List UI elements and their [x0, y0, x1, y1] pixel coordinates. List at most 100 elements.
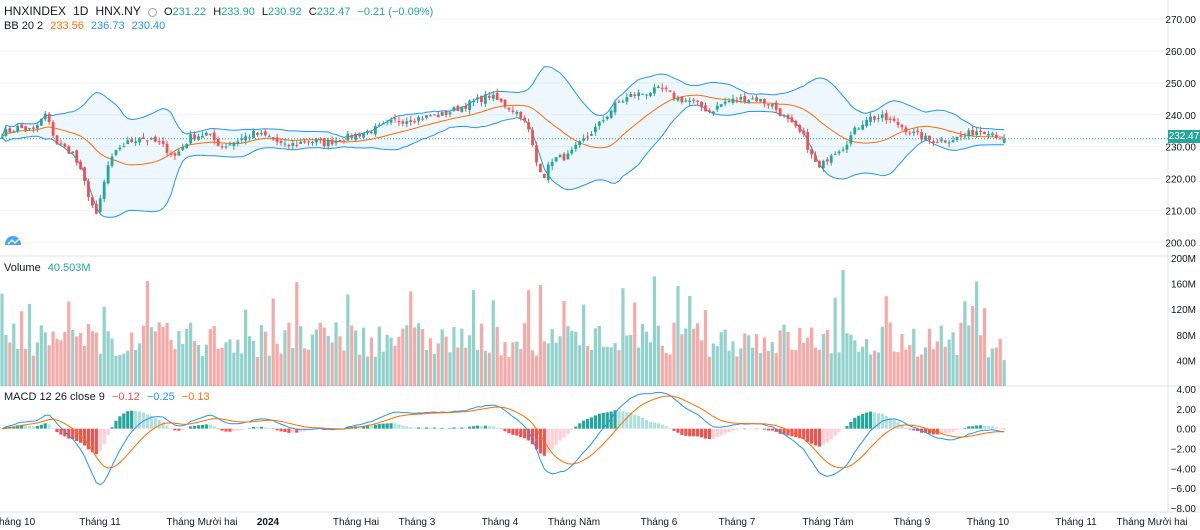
candle: [554, 156, 558, 163]
candle: [979, 126, 982, 136]
candle: [181, 143, 185, 152]
candle: [385, 119, 389, 126]
bb-legend[interactable]: BB 20 2 233.56 236.73 230.40: [4, 20, 169, 32]
volume-bar: [361, 327, 366, 386]
volume-bar: [169, 339, 173, 386]
macd-histogram-bar: [570, 428, 574, 431]
time-tick-label: Tháng 11: [1055, 517, 1097, 528]
volume-bar: [4, 335, 8, 386]
macd-histogram-bar: [648, 421, 653, 429]
volume-bar: [8, 342, 12, 386]
macd-histogram-bar: [668, 427, 672, 429]
macd-histogram-bar: [122, 413, 126, 429]
price-tick-label: 240.00: [1165, 111, 1196, 122]
volume-tick-label: 160M: [1171, 280, 1196, 291]
volume-bar: [931, 349, 936, 386]
candle: [990, 131, 994, 138]
volume-bar: [743, 333, 747, 386]
open-label: O: [163, 6, 173, 18]
candle: [432, 114, 436, 116]
volume-bar: [189, 322, 193, 386]
volume-bar: [515, 341, 519, 386]
macd-histogram-bar: [637, 415, 641, 429]
macd-histogram-bar: [444, 428, 448, 429]
symbol-legend[interactable]: HNXINDEX 1D HNX.NY O231.22 H233.90 L230.…: [4, 4, 437, 18]
macd-histogram-bar: [719, 428, 723, 436]
macd-histogram-bar: [436, 428, 440, 429]
candle: [896, 117, 900, 129]
macd-histogram-bar: [157, 419, 161, 429]
volume-bar: [94, 332, 98, 386]
volume-tick-label: 120M: [1171, 305, 1196, 316]
tradingview-logo-icon[interactable]: [4, 232, 22, 246]
volume-bar: [739, 348, 743, 386]
volume-bar: [715, 346, 719, 386]
volume-bar: [377, 326, 381, 386]
volume-bar: [185, 328, 189, 386]
macd-histogram-bar: [468, 426, 472, 429]
macd-histogram-bar: [259, 426, 263, 429]
macd-tick-label: −2.00: [1171, 445, 1197, 456]
symbol-name[interactable]: HNXINDEX: [4, 4, 67, 18]
macd-histogram-bar: [487, 426, 491, 429]
candle: [55, 134, 59, 145]
candle: [920, 128, 924, 143]
candle: [275, 133, 279, 146]
volume-bar: [986, 357, 991, 386]
macd-histogram-bar: [707, 428, 711, 440]
macd-histogram-bar: [216, 428, 220, 430]
close-value: 232.47: [316, 6, 351, 18]
macd-histogram-bar: [373, 424, 377, 429]
volume-legend[interactable]: Volume 40.503M: [4, 262, 95, 274]
macd-legend[interactable]: MACD 12 26 close 9 −0.12 −0.25 −0.13: [4, 391, 214, 403]
bb-basis-line: [1, 94, 1005, 166]
volume-bar: [310, 334, 315, 386]
bb-upper-line: [1, 66, 1005, 138]
volume-bar: [853, 340, 857, 386]
candle: [311, 140, 314, 146]
candle: [967, 127, 971, 140]
candle: [963, 132, 967, 140]
candle: [939, 137, 943, 143]
macd-histogram-bar: [841, 428, 845, 430]
macd-histogram-bar: [715, 428, 719, 438]
volume-bar: [405, 325, 409, 386]
macd-histogram-bar: [892, 419, 896, 429]
candle: [381, 120, 385, 125]
volume-bar: [998, 338, 1002, 386]
volume-bar: [287, 322, 291, 386]
volume-bar: [570, 330, 574, 386]
candle: [283, 139, 287, 148]
macd-histogram-bar: [774, 428, 778, 432]
volume-bar: [633, 302, 637, 386]
volume-bar: [334, 322, 338, 386]
macd-histogram-bar: [299, 428, 303, 432]
macd-name[interactable]: MACD 12 26 close 9: [4, 391, 105, 403]
candle: [853, 125, 857, 136]
volume-name[interactable]: Volume: [4, 262, 41, 274]
macd-histogram-bar: [232, 428, 236, 432]
volume-bar: [251, 340, 256, 386]
candle: [413, 118, 417, 124]
bb-name[interactable]: BB 20 2: [4, 20, 44, 32]
volume-bar: [279, 353, 283, 386]
volume-bar: [727, 350, 731, 386]
volume-bar: [762, 337, 767, 386]
volume-bar: [51, 331, 55, 386]
macd-histogram-bar: [813, 428, 818, 446]
candle: [169, 150, 173, 158]
candle: [472, 98, 475, 107]
candle: [208, 133, 212, 137]
volume-bar: [59, 340, 63, 386]
volume-bar: [652, 276, 656, 386]
price-axis: 200.00 210.00 220.00 230.00 240.00 250.00 260.…: [1165, 15, 1196, 515]
macd-histogram-bar: [660, 424, 664, 429]
candle: [680, 96, 684, 105]
macd-histogram-bar: [754, 428, 759, 430]
volume-bar: [589, 349, 594, 386]
symbol-interval[interactable]: 1D: [73, 4, 89, 18]
volume-bar: [354, 330, 358, 386]
macd-histogram-bar: [173, 428, 177, 431]
candle: [252, 128, 255, 139]
